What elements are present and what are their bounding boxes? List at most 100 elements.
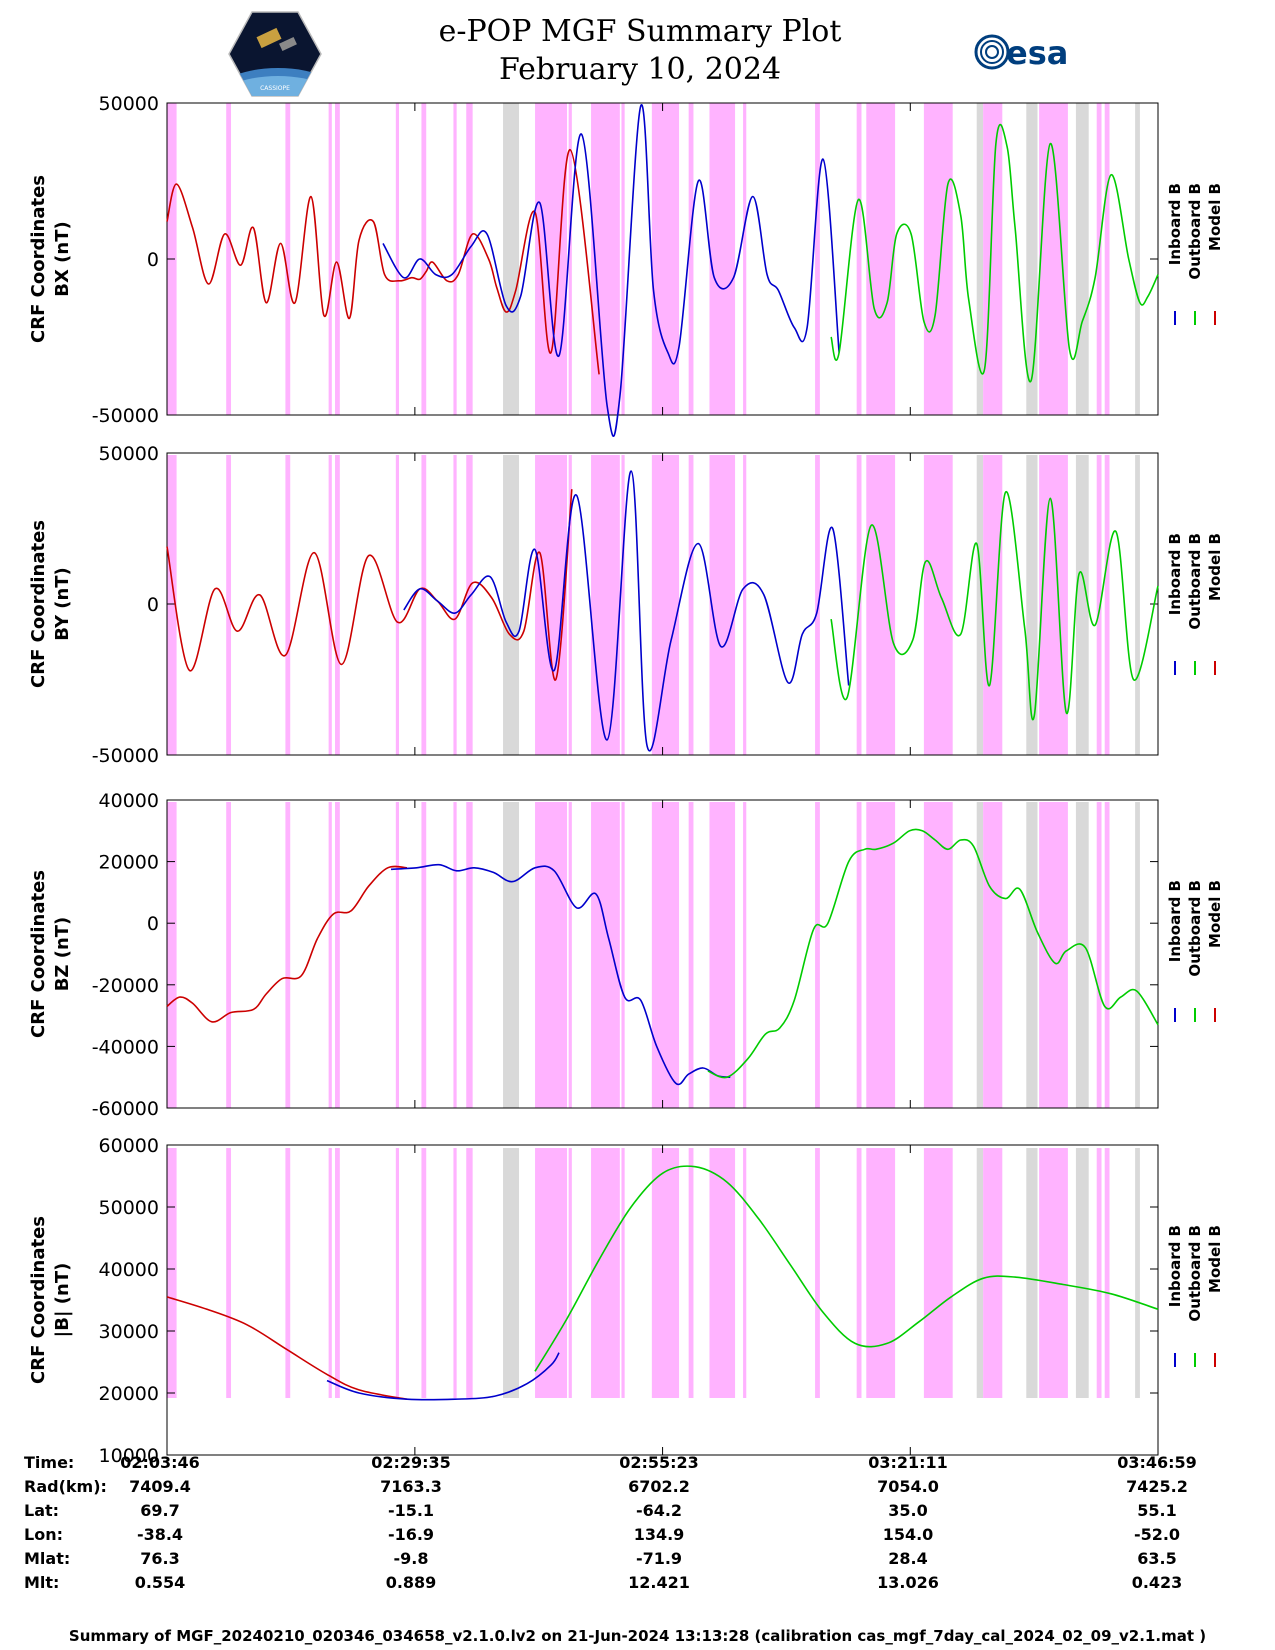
shaded-interval-0-26 [1075, 103, 1089, 415]
info-lat-2: -64.2 [635, 1501, 683, 1520]
series-line-0-inboard [382, 104, 840, 437]
shaded-interval-0-14 [651, 103, 680, 415]
info-label-lon: Lon: [24, 1525, 63, 1544]
series-line-3-outboard [534, 1165, 1159, 1372]
legend-label-0-1: Outboard B [1186, 183, 1204, 280]
ylabel-line1-1: CRF Coordinates [28, 520, 49, 688]
shaded-interval-3-3 [328, 1148, 332, 1398]
info-mlt-3: 13.026 [877, 1573, 939, 1592]
series-line-1-model [166, 489, 573, 681]
shaded-interval-2-27 [1096, 802, 1102, 1108]
shaded-interval-1-6 [421, 455, 427, 755]
shaded-interval-2-4 [335, 802, 340, 1108]
shaded-interval-0-1 [226, 103, 232, 415]
info-label-mlt: Mlt: [24, 1573, 60, 1592]
shaded-interval-2-0 [167, 802, 177, 1108]
ytick-label-2-1: -40000 [92, 1036, 159, 1058]
shaded-interval-1-24 [1026, 455, 1038, 755]
shaded-interval-2-13 [621, 802, 625, 1108]
shaded-interval-3-2 [285, 1148, 291, 1398]
shaded-interval-0-19 [856, 103, 862, 415]
shaded-interval-3-21 [923, 1148, 953, 1398]
ylabel-line2-0: BX (nT) [52, 221, 73, 296]
info-lat-3: 35.0 [888, 1501, 928, 1520]
info-time-1: 02:29:35 [371, 1453, 451, 1472]
shaded-interval-3-7 [453, 1148, 457, 1398]
shaded-interval-1-23 [983, 455, 1003, 755]
shaded-interval-3-22 [976, 1148, 984, 1398]
series-line-2-outboard [707, 828, 1159, 1079]
info-lat-1: -15.1 [387, 1501, 435, 1520]
shaded-interval-0-9 [503, 103, 520, 415]
shaded-interval-0-7 [453, 103, 457, 415]
shaded-interval-0-6 [421, 103, 427, 415]
shaded-interval-0-20 [866, 103, 896, 415]
shaded-interval-1-5 [395, 455, 400, 755]
legend-label-2-1: Outboard B [1186, 880, 1204, 977]
shaded-interval-0-21 [923, 103, 953, 415]
series-line-1-inboard [403, 470, 850, 752]
legend-label-0-0: Inboard B [1166, 183, 1184, 265]
shaded-interval-3-25 [1039, 1148, 1068, 1398]
shaded-interval-0-2 [285, 103, 291, 415]
series-line-3-model [166, 1296, 408, 1400]
shaded-interval-1-14 [651, 455, 680, 755]
series-line-0-outboard [830, 124, 1159, 383]
shaded-interval-3-11 [568, 1148, 572, 1398]
ytick-label-1-2: 50000 [99, 443, 159, 465]
shaded-interval-2-19 [856, 802, 862, 1108]
shaded-interval-3-28 [1104, 1148, 1110, 1398]
info-lon-2: 134.9 [633, 1525, 685, 1544]
shaded-interval-3-19 [856, 1148, 862, 1398]
ylabel-line1-3: CRF Coordinates [28, 1216, 49, 1384]
esa-logo: esa [974, 34, 1068, 72]
shaded-interval-1-1 [226, 455, 232, 755]
ylabel-line2-3: |B| (nT) [52, 1263, 73, 1338]
legend-label-1-0: Inboard B [1166, 533, 1184, 615]
info-lat-4: 55.1 [1137, 1501, 1177, 1520]
ytick-label-3-5: 60000 [99, 1135, 159, 1157]
shaded-interval-1-15 [688, 455, 694, 755]
info-label-rad: Rad(km): [24, 1477, 107, 1496]
info-mlat-1: -9.8 [393, 1549, 429, 1568]
info-lat-0: 69.7 [140, 1501, 180, 1520]
legend-label-2-0: Inboard B [1166, 880, 1184, 962]
shaded-interval-3-4 [335, 1148, 340, 1398]
shaded-interval-0-27 [1096, 103, 1102, 415]
shaded-interval-3-20 [866, 1148, 896, 1398]
shaded-interval-1-8 [466, 455, 473, 755]
shaded-interval-0-16 [709, 103, 736, 415]
shaded-interval-1-3 [328, 455, 332, 755]
info-lon-3: 154.0 [882, 1525, 934, 1544]
shaded-interval-0-24 [1026, 103, 1038, 415]
shaded-interval-3-17 [743, 1148, 747, 1398]
shaded-interval-0-23 [983, 103, 1003, 415]
legend-label-3-0: Inboard B [1166, 1225, 1184, 1307]
info-lon-4: -52.0 [1133, 1525, 1181, 1544]
ytick-label-3-1: 20000 [99, 1383, 159, 1405]
shaded-interval-2-17 [743, 802, 747, 1108]
esa-logo-text: esa [1006, 34, 1068, 72]
legend-label-3-1: Outboard B [1186, 1225, 1204, 1322]
shaded-interval-0-28 [1104, 103, 1110, 415]
info-label-mlat: Mlat: [24, 1549, 71, 1568]
shaded-interval-2-10 [535, 802, 568, 1108]
shaded-interval-3-10 [535, 1148, 568, 1398]
shaded-interval-2-28 [1104, 802, 1110, 1108]
shaded-interval-1-12 [591, 455, 620, 755]
shaded-interval-1-21 [923, 455, 953, 755]
shaded-interval-2-7 [453, 802, 457, 1108]
shaded-interval-2-12 [591, 802, 620, 1108]
info-mlat-4: 63.5 [1137, 1549, 1177, 1568]
shaded-interval-0-10 [535, 103, 568, 415]
shaded-interval-0-11 [568, 103, 572, 415]
shaded-interval-1-13 [621, 455, 625, 755]
shaded-interval-3-1 [226, 1148, 232, 1398]
legend-label-1-1: Outboard B [1186, 533, 1204, 630]
legend-label-0-2: Model B [1206, 183, 1224, 251]
info-rad-2: 6702.2 [628, 1477, 690, 1496]
shaded-interval-1-29 [1135, 455, 1140, 755]
info-mlt-0: 0.554 [134, 1573, 186, 1592]
series-line-3-inboard [326, 1352, 560, 1401]
